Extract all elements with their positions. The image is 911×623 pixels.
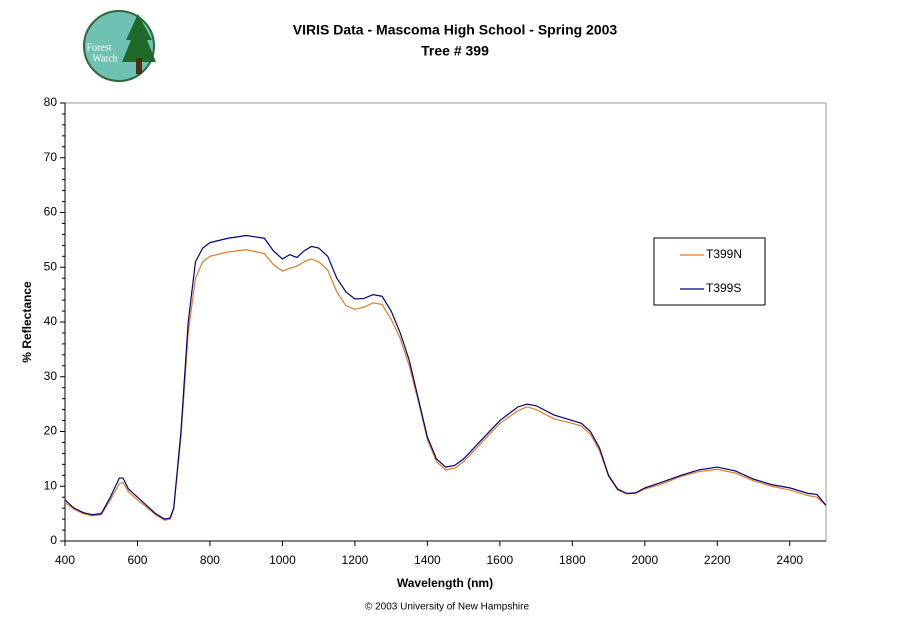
x-tick-label: 600	[127, 553, 147, 567]
x-tick-label: 400	[55, 553, 75, 567]
x-tick-label: 1400	[414, 553, 441, 567]
y-tick-label: 50	[44, 259, 58, 273]
x-tick-label: 1000	[269, 553, 296, 567]
y-tick-label: 60	[44, 205, 58, 219]
x-axis-label: Wavelength (nm)	[397, 576, 493, 590]
x-tick-label: 2400	[776, 553, 803, 567]
x-tick-label: 2000	[631, 553, 658, 567]
x-tick-label: 1800	[559, 553, 586, 567]
y-tick-label: 20	[44, 424, 58, 438]
y-axis-label: % Reflectance	[20, 281, 34, 363]
logo-trunk	[136, 58, 142, 74]
y-tick-label: 40	[44, 314, 58, 328]
plot-frame	[64, 102, 827, 542]
logo-text: Watch	[92, 53, 117, 64]
x-tick-label: 2200	[704, 553, 731, 567]
legend-label: T399S	[706, 281, 741, 295]
y-tick-label: 0	[50, 533, 57, 547]
y-tick-label: 30	[44, 369, 58, 383]
y-tick-label: 10	[44, 478, 58, 492]
x-tick-label: 1600	[487, 553, 514, 567]
chart-subtitle: Tree # 399	[421, 43, 489, 59]
logo-text: Forest	[87, 42, 112, 53]
footer: © 2003 University of New Hampshire	[365, 602, 530, 613]
legend-box	[653, 237, 766, 306]
y-tick-label: 80	[44, 95, 58, 109]
x-tick-label: 1200	[342, 553, 369, 567]
logo-tree	[122, 14, 156, 62]
chart-title: VIRIS Data - Mascoma High School - Sprin…	[293, 22, 618, 38]
legend-label: T399N	[706, 247, 742, 261]
y-tick-label: 70	[44, 150, 58, 164]
series-line	[64, 234, 827, 520]
x-tick-label: 800	[200, 553, 220, 567]
logo: Forest Watch	[83, 10, 156, 82]
